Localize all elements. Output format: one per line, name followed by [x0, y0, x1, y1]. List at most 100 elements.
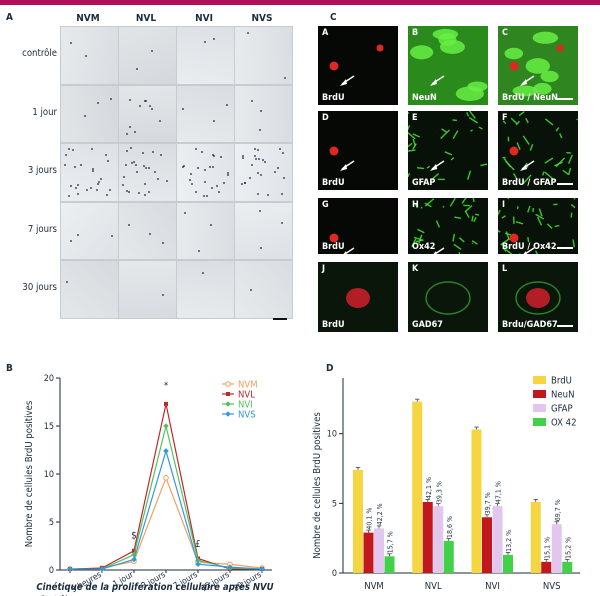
- labeled-cell-dot: [72, 148, 75, 151]
- labeled-cell-dot: [129, 125, 132, 128]
- tile-stain-label: BrdU / Ox42: [502, 242, 557, 252]
- glial-process: [471, 215, 474, 222]
- arrow-head: [340, 79, 347, 86]
- x-axis-label: Cinétique de la prolifération cellulaire…: [36, 582, 273, 593]
- series-line-nvs: [70, 448, 263, 570]
- panel-d-letter: D: [326, 363, 334, 374]
- panel-a-letter: A: [6, 12, 13, 23]
- bar-brdu: [471, 429, 482, 573]
- labeled-cell-dot: [249, 289, 252, 292]
- bar-neun: [541, 561, 552, 573]
- glial-process: [498, 209, 501, 216]
- labeled-cell-dot: [242, 154, 245, 157]
- scale-bar: [273, 318, 287, 320]
- labeled-cell-dot: [97, 182, 100, 185]
- legend-label: NeuN: [551, 390, 574, 401]
- glial-process: [449, 198, 456, 207]
- glial-process: [426, 165, 431, 169]
- legend-label: NVM: [238, 380, 258, 391]
- labeled-cell-dot: [147, 167, 150, 170]
- labeled-cell-dot: [254, 148, 257, 151]
- labeled-cell-dot: [65, 154, 68, 157]
- labeled-cell-dot: [129, 147, 132, 150]
- tile-stain-label: Ox42: [412, 242, 436, 252]
- labeled-cell-dot: [162, 241, 165, 244]
- tile-stain-label: BrdU: [322, 242, 345, 252]
- histology-tile: [118, 201, 177, 260]
- labeled-cell-dot: [281, 192, 283, 195]
- glial-process: [432, 172, 440, 180]
- brdu-nucleus: [376, 44, 384, 52]
- glial-process: [576, 118, 578, 121]
- y-tick-label: 0: [49, 566, 54, 576]
- glial-process: [527, 205, 531, 213]
- labeled-cell-dot: [77, 233, 80, 236]
- histology-tile: [118, 143, 177, 202]
- panel-b-letter: B: [6, 363, 13, 374]
- labeled-cell-dot: [74, 166, 77, 169]
- labeled-cell-dot: [212, 37, 215, 40]
- labeled-cell-dot: [158, 120, 161, 123]
- labeled-cell-dot: [250, 99, 253, 102]
- glial-process: [525, 117, 529, 124]
- legend-marker: [225, 381, 231, 387]
- glial-process: [452, 130, 459, 140]
- labeled-cell-dot: [125, 133, 128, 136]
- glial-process: [444, 151, 453, 156]
- tile-letter: J: [322, 264, 326, 274]
- neuron-blob: [432, 28, 459, 40]
- labeled-cell-dot: [218, 191, 221, 194]
- labeled-cell-dot: [126, 150, 129, 153]
- percentage-label: 42,2 %: [376, 503, 384, 525]
- glial-process: [471, 242, 474, 244]
- tile-stain-label: BrdU: [322, 93, 345, 103]
- labeled-cell-dot: [148, 233, 151, 235]
- glial-process: [510, 117, 518, 125]
- brdu-nucleus: [329, 233, 339, 243]
- labeled-cell-dot: [204, 181, 207, 184]
- glial-process: [555, 127, 560, 132]
- fluorescence-texture: [411, 198, 479, 254]
- percentage-label: 13,2 %: [505, 530, 513, 552]
- glial-process: [464, 204, 473, 213]
- labeled-cell-dot: [244, 182, 247, 185]
- labeled-cell-dot: [108, 188, 111, 191]
- fluorescence-texture: [329, 233, 355, 254]
- y-tick-label: 10: [44, 470, 54, 480]
- fluorescence-tile: G BrdU: [318, 198, 398, 254]
- labeled-cell-dot: [123, 176, 126, 179]
- brdu-nucleus: [509, 146, 519, 156]
- glial-process: [468, 117, 479, 124]
- labeled-cell-dot: [133, 131, 136, 134]
- glial-process: [544, 171, 554, 180]
- bar-brdu: [530, 501, 541, 573]
- fluorescence-tile: L Brdu/GAD67: [498, 262, 578, 332]
- labeled-cell-dot: [182, 108, 185, 111]
- labeled-cell-dot: [150, 49, 153, 52]
- labeled-cell-dot: [96, 189, 99, 192]
- y-tick-label: 0: [332, 569, 337, 579]
- glial-process: [522, 174, 532, 185]
- fluorescence-tile: J BrdU: [318, 262, 398, 332]
- fluorescence-tile: H Ox42: [408, 198, 488, 254]
- glial-process: [480, 163, 488, 167]
- labeled-cell-dot: [98, 180, 101, 183]
- fluorescence-tile: K GAD67: [408, 262, 488, 332]
- histology-tile: [60, 143, 119, 202]
- labeled-cell-dot: [86, 189, 89, 192]
- labeled-cell-dot: [181, 165, 184, 168]
- glial-process: [411, 238, 417, 248]
- bar-gfap: [492, 506, 503, 573]
- legend-label: NVS: [238, 410, 256, 421]
- labeled-cell-dot: [160, 153, 163, 156]
- bar-gfap: [374, 528, 384, 573]
- legend-label: OX 42: [551, 418, 577, 429]
- glial-process: [441, 128, 447, 133]
- labeled-cell-dot: [141, 152, 144, 155]
- glial-process: [522, 135, 530, 145]
- labeled-cell-dot: [222, 182, 225, 184]
- row-label: 1 jour: [32, 106, 57, 118]
- histology-tile: [234, 26, 293, 85]
- glial-process: [546, 223, 553, 229]
- tile-letter: E: [412, 113, 418, 123]
